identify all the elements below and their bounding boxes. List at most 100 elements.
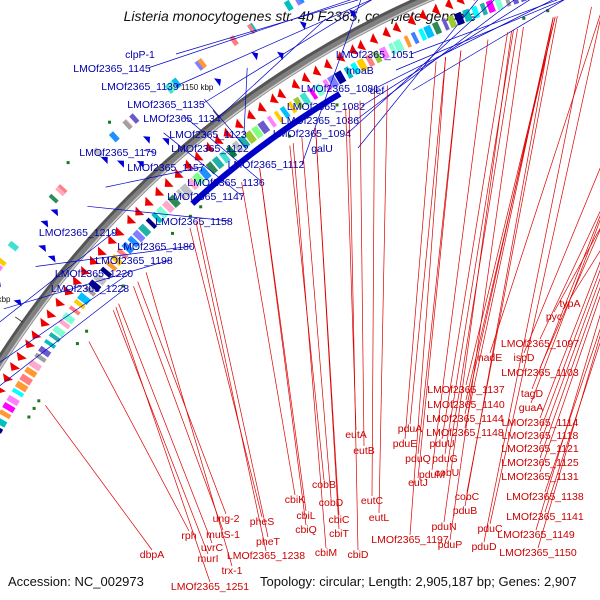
- reverse-gene-arrow: [432, 3, 441, 15]
- reverse-cog-segment: [93, 272, 107, 286]
- forward-gene-arrow: [162, 138, 170, 146]
- reverse-label-leader: [409, 57, 446, 425]
- rna-tick: [108, 120, 111, 124]
- reverse-label-leader: [292, 143, 327, 549]
- reverse-gene-arrow: [301, 72, 311, 83]
- reverse-cog-segment: [388, 42, 398, 56]
- reverse-gene-arrow: [2, 373, 14, 383]
- reverse-label-leader: [118, 303, 213, 544]
- forward-gene-arrow: [38, 245, 46, 252]
- forward-gene-arrow: [50, 209, 58, 217]
- forward-gene-label: LMOf2365_1158: [155, 216, 233, 228]
- forward-gene-label: moaB: [346, 65, 373, 77]
- forward-gene-label: LMOf2365_1112: [228, 159, 305, 171]
- reverse-cog-segment: [73, 298, 86, 310]
- forward-label-leader: [243, 67, 248, 135]
- reverse-cog-segment: [105, 260, 118, 272]
- reverse-gene-arrow: [89, 255, 99, 265]
- forward-cog-segment: [93, 147, 104, 158]
- reverse-label-leader: [409, 57, 446, 536]
- reverse-gene-arrow: [349, 44, 359, 55]
- reverse-cog-segment: [251, 125, 264, 139]
- reverse-cog-segment: [410, 31, 420, 45]
- forward-gene-label: LMOf2365_1180: [117, 241, 195, 253]
- reverse-cog-segment: [100, 266, 113, 278]
- reverse-gene-label: LMOf2365_1238: [227, 550, 305, 562]
- reverse-cog-segment: [378, 46, 390, 60]
- reverse-cog-segment: [293, 96, 305, 110]
- reverse-cog-segment: [446, 14, 458, 29]
- reverse-label-leader: [530, 219, 600, 404]
- reverse-gene-arrow: [270, 93, 279, 104]
- reverse-gene-label: cbiL: [296, 510, 315, 522]
- forward-cog-track: [0, 0, 305, 272]
- reverse-gene-arrow: [277, 88, 287, 99]
- forward-label-leader: [163, 132, 243, 197]
- reverse-gene-label: cbiT: [329, 528, 349, 540]
- reverse-cog-segment: [28, 359, 42, 372]
- reverse-cog-segment: [322, 78, 333, 92]
- reverse-gene-arrow: [312, 65, 322, 76]
- reverse-gene-label: eutL: [369, 512, 390, 524]
- reverse-gene-arrow: [247, 109, 257, 120]
- reverse-gene-label: LMOf2365_1114: [502, 417, 579, 429]
- scale-mark-label: 1150 kbp: [181, 83, 214, 92]
- reverse-gene-arrow: [164, 178, 174, 187]
- forward-cog-segment: [7, 240, 20, 252]
- reverse-label-leader: [441, 32, 508, 440]
- reverse-gene-arrow: [0, 387, 6, 394]
- forward-gene-label: LMOf2365_1082: [287, 101, 365, 113]
- reverse-cog-segment: [77, 292, 91, 306]
- genome-backbone-highlight: [0, 0, 434, 370]
- reverse-gene-arrow: [185, 159, 194, 169]
- reverse-label-leader: [198, 219, 269, 538]
- reverse-cog-segment: [231, 140, 244, 154]
- reverse-label-leader: [301, 137, 332, 499]
- reverse-cog-segment: [19, 373, 33, 386]
- forward-gene-arrow: [214, 78, 221, 87]
- reverse-cog-segment: [333, 70, 347, 85]
- reverse-gene-arrow: [55, 297, 66, 307]
- forward-label-leader: [204, 98, 247, 149]
- reverse-cog-segment: [403, 35, 413, 48]
- scale-tick: [14, 316, 23, 323]
- reverse-gene-label: LMOf2365_1251: [171, 581, 249, 593]
- reverse-cog-segment: [266, 115, 277, 128]
- reverse-cog-segment: [44, 339, 57, 349]
- reverse-gene-arrow: [174, 168, 184, 178]
- reverse-gene-label: LMOf2365_1125: [501, 457, 579, 469]
- forward-label-leader: [175, 0, 360, 55]
- reverse-gene-arrow: [336, 51, 346, 62]
- reverse-cog-segment: [423, 24, 435, 39]
- rna-tick: [66, 161, 70, 165]
- reverse-cog-block: [190, 91, 342, 206]
- forward-label-leader: [0, 231, 115, 323]
- rna-tick-track: [27, 9, 550, 419]
- forward-cog-segment: [197, 57, 207, 69]
- reverse-gene-label: pduM: [419, 469, 445, 481]
- reverse-gene-label: LMOf2365_1197: [371, 534, 449, 546]
- reverse-gene-label: pheS: [250, 516, 275, 528]
- reverse-cog-segment: [244, 130, 257, 144]
- forward-label-leader: [175, 0, 372, 87]
- rna-tick: [546, 9, 550, 13]
- reverse-gene-label: LMOf2365_1137: [427, 384, 505, 396]
- genome-summary: Topology: circular; Length: 2,905,187 bp…: [260, 574, 577, 589]
- reverse-gene-label: dbpA: [140, 549, 165, 561]
- reverse-strand-track: [0, 0, 475, 394]
- forward-gene-label: LMOf2365_1220: [55, 268, 133, 280]
- reverse-cog-segment: [326, 74, 340, 89]
- reverse-cog-segment: [58, 318, 71, 330]
- forward-label-leader: [361, 0, 531, 107]
- reverse-gene-arrow: [46, 309, 57, 319]
- reverse-gene-label: eutJ: [408, 477, 428, 489]
- reverse-gene-arrow: [291, 78, 301, 89]
- forward-gene-arrow: [47, 255, 56, 263]
- reverse-label-leader: [137, 281, 227, 515]
- genome-backbone: [0, 0, 436, 372]
- forward-cog-segment: [0, 257, 7, 267]
- reverse-cog-segment: [279, 105, 291, 119]
- reverse-gene-arrow: [419, 9, 428, 21]
- reverse-label-leader: [446, 28, 518, 469]
- reverse-gene-label: cobB: [312, 479, 336, 491]
